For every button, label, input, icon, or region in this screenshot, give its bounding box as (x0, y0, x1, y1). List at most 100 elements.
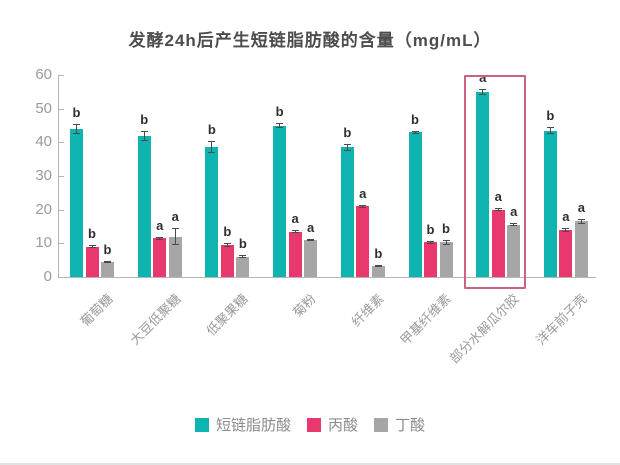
bar-butyric-acid (101, 261, 114, 277)
error-bar-part (497, 207, 499, 212)
error-bar (88, 245, 96, 249)
sig-letter: a (171, 209, 179, 225)
x-axis-label-text: 纤维素 (348, 291, 387, 330)
error-bar-part (549, 127, 551, 134)
sig-letter: b (426, 221, 435, 237)
y-tick-label: 0 (43, 268, 52, 285)
sig-letter: b (374, 246, 383, 262)
bar-scfa (70, 128, 83, 277)
sig-letter: b (140, 111, 149, 127)
legend-item-scfa: 短链脂肪酸 (194, 414, 291, 435)
error-bar-part (565, 228, 567, 232)
error-bar (276, 123, 284, 128)
sig-letter: b (238, 236, 247, 252)
sig-letter: b (72, 104, 81, 120)
sig-letter: a (291, 210, 299, 226)
legend-item-butyric-acid: 丁酸 (374, 414, 425, 435)
error-bar (291, 229, 299, 234)
sig-letter: a (156, 217, 164, 233)
error-bar-part (174, 228, 176, 245)
x-axis-label-text: 葡萄糖 (77, 291, 116, 330)
error-bar-part (377, 265, 379, 268)
bar-scfa (476, 91, 490, 277)
error-bar (343, 144, 351, 151)
error-bar (156, 236, 164, 240)
error-bar-part (580, 218, 582, 225)
error-bar-part (482, 89, 484, 95)
sig-letter: a (306, 219, 315, 235)
sig-letter: b (546, 108, 555, 124)
error-bar-part (226, 242, 228, 248)
bar-butyric-acid (304, 239, 318, 277)
error-bar-part (242, 255, 244, 259)
legend-label: 短链脂肪酸 (215, 417, 291, 434)
legend-swatch (194, 417, 209, 432)
legend-item-propionic-acid: 丙酸 (306, 414, 358, 435)
error-bar (562, 228, 570, 232)
y-tick (59, 209, 64, 211)
bar-scfa (205, 147, 219, 277)
error-bar-part (445, 239, 447, 245)
legend-swatch (374, 417, 388, 432)
error-bar-part (513, 223, 515, 227)
sig-letter: b (223, 223, 232, 239)
error-bar-part (294, 229, 296, 234)
sig-letter: b (275, 104, 284, 120)
error-bar-part (279, 123, 281, 128)
error-bar-part (430, 240, 431, 244)
error-bar-part (211, 141, 213, 154)
y-tick-label: 60 (35, 66, 52, 83)
bar-propionic-acid (153, 238, 167, 277)
legend-label: 丙酸 (327, 417, 358, 434)
bar-propionic-acid (220, 245, 234, 277)
error-bar (427, 240, 434, 244)
y-tick-label: 30 (35, 167, 52, 184)
bar-propionic-acid (424, 242, 437, 277)
error-bar-part (414, 130, 416, 134)
error-bar (411, 130, 419, 134)
y-tick-label: 20 (35, 200, 52, 218)
sig-letter: a (510, 204, 518, 220)
error-bar (104, 260, 111, 263)
bar-butyric-acid (574, 221, 588, 277)
y-tick (59, 176, 64, 177)
error-bar (359, 204, 367, 208)
error-bar (546, 127, 554, 134)
error-bar (239, 255, 247, 259)
bar-propionic-acid (85, 246, 99, 277)
bar-scfa (408, 132, 422, 277)
error-bar-part (346, 144, 348, 151)
legend-label: 丁酸 (395, 417, 426, 434)
y-tick-label: 40 (35, 133, 52, 151)
error-bar (494, 207, 502, 212)
error-bar (208, 141, 216, 154)
x-axis-label-text: 洋车前子壳 (533, 291, 590, 348)
sig-letter: b (411, 111, 419, 127)
error-bar (171, 228, 179, 245)
y-tick (59, 142, 64, 144)
bar-scfa (273, 125, 287, 277)
bar-butyric-acid (439, 242, 453, 277)
bar-propionic-acid (288, 231, 302, 277)
error-bar (510, 223, 518, 227)
error-bar (140, 130, 148, 141)
sig-letter: b (442, 220, 450, 236)
sig-letter: a (562, 209, 570, 225)
error-bar-part (107, 260, 108, 263)
error-bar-part (76, 123, 77, 134)
error-bar (73, 123, 80, 134)
x-axis-label-text: 部分水解瓜尔胶 (446, 291, 522, 367)
error-bar (223, 242, 231, 248)
y-tick-label: 50 (35, 99, 52, 117)
bar-propionic-acid (491, 209, 505, 277)
sig-letter: b (207, 122, 216, 138)
bar-butyric-acid (371, 266, 385, 277)
x-axis-label-text: 大豆低聚糖 (126, 291, 184, 348)
error-bar (374, 265, 382, 268)
bar-scfa (543, 130, 557, 277)
error-bar-part (143, 130, 145, 141)
error-bar-part (362, 204, 364, 208)
sig-letter: b (343, 125, 352, 141)
